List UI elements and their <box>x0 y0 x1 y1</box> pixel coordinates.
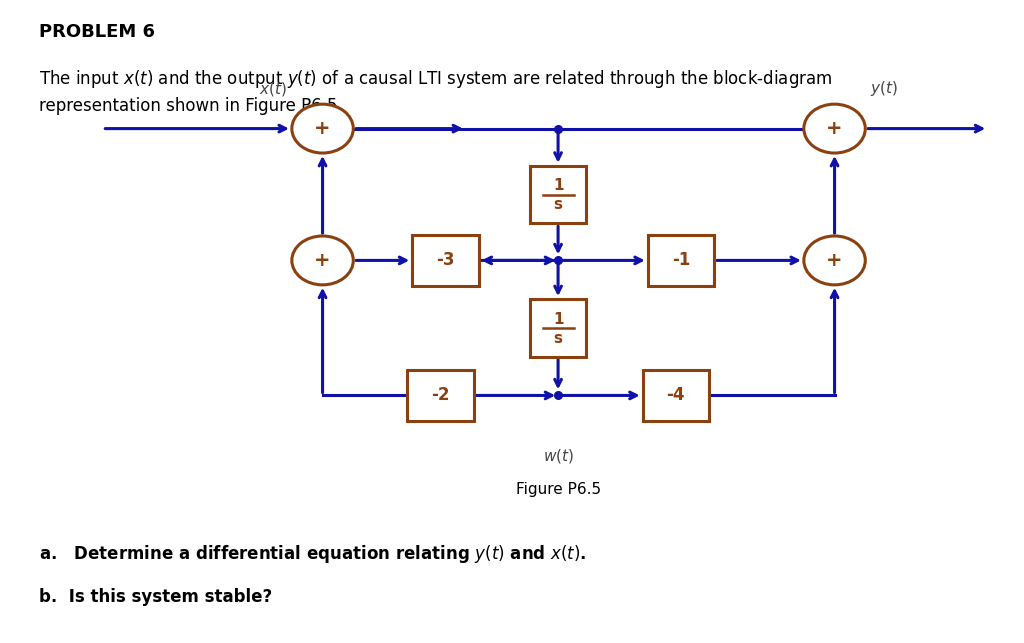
Text: s: s <box>554 331 562 345</box>
Ellipse shape <box>804 236 865 285</box>
Text: Figure P6.5: Figure P6.5 <box>515 482 601 497</box>
Text: $w(t)$: $w(t)$ <box>543 447 573 465</box>
Text: -3: -3 <box>436 251 455 269</box>
Text: +: + <box>314 251 331 270</box>
FancyBboxPatch shape <box>407 370 473 421</box>
FancyBboxPatch shape <box>648 235 715 286</box>
FancyBboxPatch shape <box>412 235 478 286</box>
Text: 1: 1 <box>553 312 563 327</box>
Text: The input $x(t)$ and the output $y(t)$ of a causal LTI system are related throug: The input $x(t)$ and the output $y(t)$ o… <box>39 68 833 115</box>
FancyBboxPatch shape <box>530 299 587 357</box>
Text: +: + <box>826 251 843 270</box>
Text: b.  Is this system stable?: b. Is this system stable? <box>39 588 272 606</box>
Text: -1: -1 <box>672 251 690 269</box>
Text: a.   Determine a differential equation relating $y(t)$ and $x(t)$.: a. Determine a differential equation rel… <box>39 543 587 565</box>
Text: s: s <box>554 197 562 212</box>
Ellipse shape <box>804 104 865 153</box>
Text: -2: -2 <box>431 386 450 404</box>
Text: 1: 1 <box>553 178 563 194</box>
FancyBboxPatch shape <box>530 166 587 224</box>
FancyBboxPatch shape <box>643 370 710 421</box>
Text: PROBLEM 6: PROBLEM 6 <box>39 23 155 41</box>
Text: +: + <box>826 119 843 138</box>
Ellipse shape <box>292 236 353 285</box>
Text: $x(t)$: $x(t)$ <box>259 80 287 98</box>
Ellipse shape <box>292 104 353 153</box>
Text: +: + <box>314 119 331 138</box>
Text: $y(t)$: $y(t)$ <box>870 78 898 98</box>
Text: -4: -4 <box>667 386 685 404</box>
